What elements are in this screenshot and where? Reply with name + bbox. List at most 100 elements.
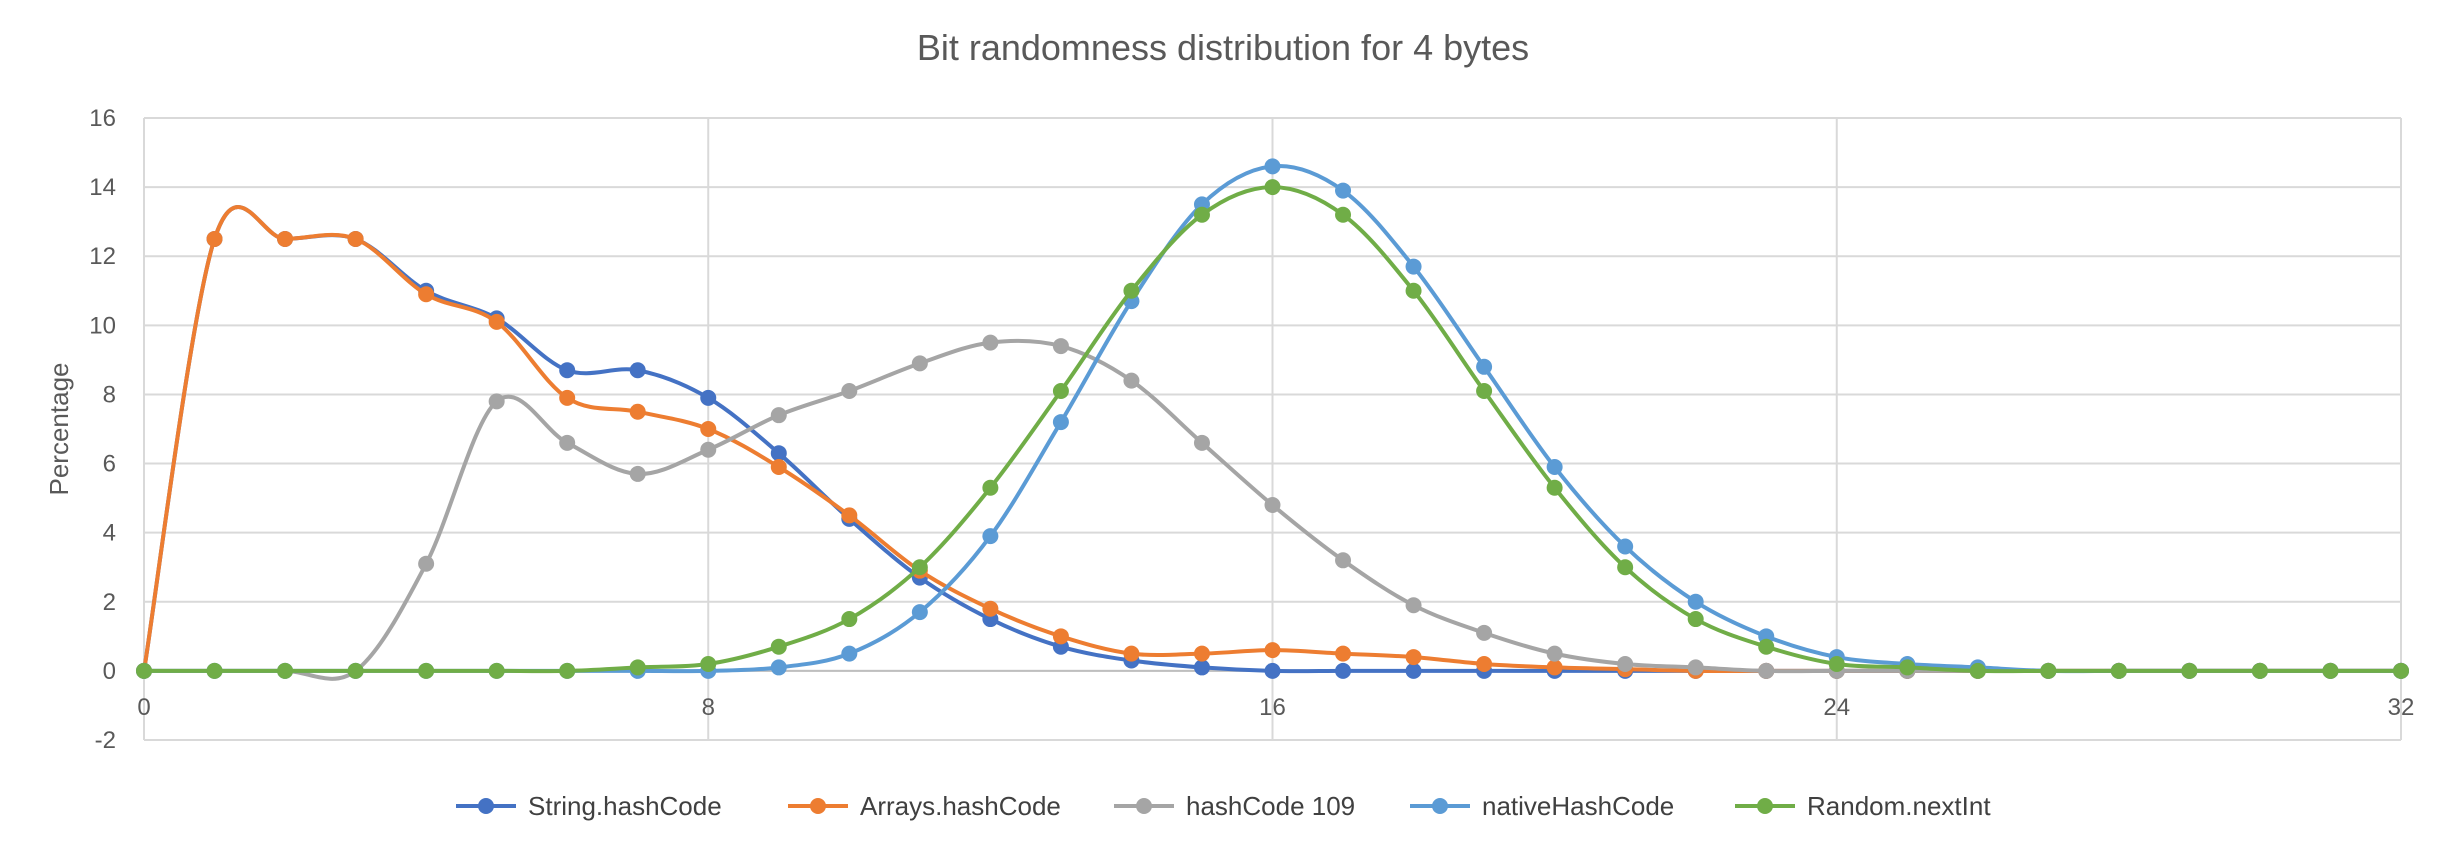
- data-point: [982, 600, 999, 617]
- data-point: [1123, 372, 1140, 389]
- data-point: [1405, 282, 1422, 299]
- data-point: [982, 479, 999, 496]
- y-tick-label: 8: [103, 381, 116, 408]
- data-point: [559, 662, 576, 679]
- series-Random.nextInt: [136, 179, 2409, 679]
- data-point: [1687, 593, 1704, 610]
- x-tick-label: 0: [137, 694, 150, 721]
- x-tick-label: 24: [1823, 694, 1850, 721]
- legend: String.hashCode Arrays.hashCode hashCode 1…: [456, 791, 1991, 821]
- data-point: [1052, 382, 1069, 399]
- y-tick-label: 12: [89, 243, 116, 270]
- data-point: [1687, 659, 1704, 676]
- data-point: [770, 638, 787, 655]
- data-point: [700, 421, 717, 437]
- data-point: [1052, 628, 1069, 645]
- data-point: [2251, 662, 2268, 679]
- gridlines: [143, 117, 2402, 741]
- data-point: [841, 611, 858, 628]
- data-point: [1335, 206, 1352, 223]
- legend-marker: [810, 798, 826, 814]
- data-point: [1405, 649, 1422, 666]
- data-point: [347, 230, 364, 247]
- data-point: [911, 355, 928, 372]
- data-point: [1476, 655, 1493, 672]
- legend-item: hashCode 109: [1114, 791, 1355, 821]
- data-point: [1264, 158, 1281, 175]
- data-point: [841, 645, 858, 662]
- data-point: [1546, 479, 1563, 496]
- data-point: [1758, 662, 1775, 679]
- data-point: [1193, 645, 1210, 662]
- data-point: [1758, 638, 1775, 655]
- data-point: [347, 662, 364, 679]
- data-point: [559, 434, 576, 451]
- y-tick-label: 14: [89, 174, 116, 201]
- data-point: [1617, 538, 1634, 555]
- data-point: [982, 334, 999, 351]
- data-point: [559, 362, 576, 379]
- data-point: [770, 407, 787, 424]
- data-point: [1546, 459, 1563, 476]
- data-point: [1123, 645, 1140, 662]
- data-point: [277, 230, 294, 247]
- data-point: [700, 389, 717, 406]
- data-point: [841, 507, 858, 524]
- legend-marker: [478, 798, 494, 814]
- data-point: [1969, 662, 1986, 679]
- data-point: [2393, 662, 2409, 679]
- y-tick-label: 16: [89, 105, 116, 132]
- data-point: [1193, 659, 1210, 676]
- data-point: [1335, 662, 1352, 679]
- data-point: [1264, 497, 1281, 514]
- data-point: [1546, 659, 1563, 676]
- legend-item: nativeHashCode: [1410, 791, 1674, 821]
- legend-label: String.hashCode: [528, 791, 722, 821]
- legend-item: Random.nextInt: [1735, 791, 1991, 821]
- data-point: [1405, 597, 1422, 614]
- data-point: [1335, 645, 1352, 662]
- data-point: [1335, 552, 1352, 569]
- data-point: [770, 659, 787, 676]
- legend-label: Random.nextInt: [1807, 791, 1991, 821]
- data-point: [911, 559, 928, 576]
- y-tick-label: 10: [89, 312, 116, 339]
- data-point: [1405, 662, 1422, 679]
- data-point: [1546, 645, 1563, 662]
- data-point: [2040, 662, 2057, 679]
- y-tick-label: 2: [103, 589, 116, 616]
- data-point: [136, 662, 152, 679]
- data-point: [488, 662, 505, 679]
- data-point: [418, 555, 435, 572]
- data-point: [2322, 662, 2339, 679]
- x-axis-ticks: 0 8 16 24 32: [137, 694, 2414, 721]
- legend-marker: [1757, 798, 1773, 814]
- y-tick-label: 6: [103, 451, 116, 478]
- data-point: [911, 604, 928, 621]
- data-point: [1687, 611, 1704, 628]
- data-point: [1264, 179, 1281, 196]
- data-point: [2110, 662, 2127, 679]
- data-point: [1123, 282, 1140, 299]
- data-point: [629, 403, 646, 420]
- data-point: [629, 659, 646, 676]
- data-point: [488, 313, 505, 330]
- y-tick-label: 4: [103, 520, 116, 547]
- y-tick-label: -2: [95, 727, 116, 754]
- data-point: [206, 662, 223, 679]
- data-point: [629, 465, 646, 482]
- legend-item: Arrays.hashCode: [788, 791, 1061, 821]
- data-point: [1193, 434, 1210, 451]
- y-tick-label: 0: [103, 658, 116, 685]
- chart-title: Bit randomness distribution for 4 bytes: [917, 27, 1529, 68]
- data-point: [1052, 414, 1069, 431]
- data-point: [1617, 559, 1634, 576]
- data-point: [1264, 662, 1281, 679]
- data-point: [770, 459, 787, 476]
- data-point: [982, 528, 999, 545]
- x-tick-label: 16: [1259, 694, 1286, 721]
- legend-label: nativeHashCode: [1482, 791, 1674, 821]
- data-point: [1052, 338, 1069, 355]
- data-point: [1405, 258, 1422, 275]
